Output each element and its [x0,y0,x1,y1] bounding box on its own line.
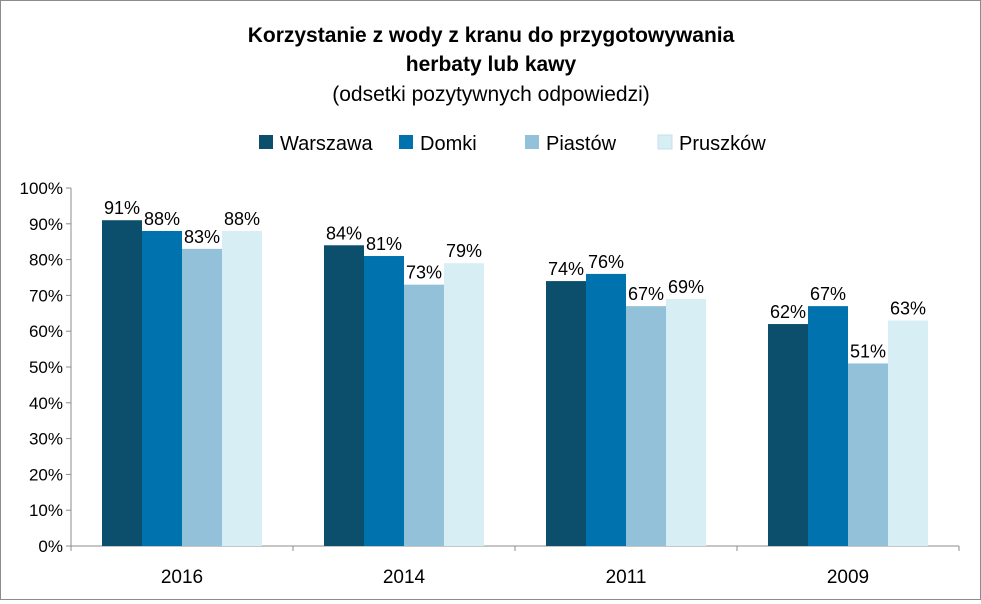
bar-2011-3 [666,298,706,546]
legend-label-1: Domki [420,133,477,155]
y-tick-label-9: 90% [29,215,63,234]
legend-label-0: Warszawa [280,133,373,155]
data-label-2011-1: 76% [588,252,624,272]
y-tick-label-2: 20% [29,465,63,484]
x-tick-label-3: 2009 [827,567,869,588]
x-tick-label-1: 2014 [383,567,426,588]
data-label-2009-2: 51% [850,341,886,361]
data-label-2014-0: 84% [326,223,362,243]
y-tick-label-1: 10% [29,501,63,520]
bar-2011-1 [586,273,626,546]
bar-2014-1 [364,256,404,546]
y-tick-label-6: 60% [29,322,63,341]
bar-2009-3 [888,320,928,546]
data-label-2011-2: 67% [628,284,664,304]
y-tick-label-8: 80% [29,251,63,270]
data-label-2011-3: 69% [668,277,704,297]
bar-2016-0 [102,220,142,546]
data-label-2014-2: 73% [406,263,442,283]
data-label-2016-2: 83% [184,227,220,247]
data-label-2009-1: 67% [810,284,846,304]
data-label-2016-1: 88% [144,209,180,229]
x-axis: 2016 2014 2011 2009 [70,545,960,588]
y-tick-label-5: 50% [29,358,63,377]
y-tick-label-0: 0% [38,537,63,556]
bar-2014-3 [444,263,484,546]
bar-2011-0 [546,281,586,546]
legend-swatch-1 [399,135,413,149]
y-tick-label-10: 100% [20,179,63,198]
chart-title-line-1: Korzystanie z wody z kranu do przygotowy… [248,24,735,47]
bar-2016-3 [222,230,262,546]
y-axis: 0% 10% 20% 30% 40% 50% 60% 70% 80% 90% 100% [20,179,72,556]
x-tick-label-0: 2016 [161,567,203,588]
y-tick-label-3: 30% [29,430,63,449]
y-tick-label-7: 70% [29,286,63,305]
chart-subtitle: (odsetki pozytywnych odpowiedzi) [332,83,649,106]
legend-swatch-3 [657,134,673,150]
legend-swatch-0 [259,135,273,149]
bar-2016-1 [142,230,182,546]
chart-title-line-2: herbaty lub kawy [406,53,577,76]
bar-2009-2 [848,363,888,546]
data-label-2014-1: 81% [366,234,402,254]
bar-2016-2 [182,248,222,547]
legend-swatch-2 [525,135,539,149]
data-label-2016-0: 91% [104,198,140,218]
bar-2011-2 [626,306,666,546]
bar-2009-1 [808,306,848,546]
data-label-2009-0: 62% [770,302,806,322]
x-tick-label-2: 2011 [606,567,647,588]
bars [102,220,928,547]
bar-2014-2 [404,284,444,546]
data-label-2016-3: 88% [224,209,260,229]
bar-2014-0 [324,245,364,546]
legend: Warszawa Domki Piastów Pruszków [259,133,766,155]
legend-label-3: Pruszków [679,133,766,155]
y-tick-label-4: 40% [29,394,63,413]
bar-2009-0 [768,324,808,546]
data-label-2009-3: 63% [890,298,926,318]
data-label-2011-0: 74% [548,259,584,279]
legend-label-2: Piastów [546,133,617,155]
data-label-2014-3: 79% [446,241,482,261]
data-labels: 91%88%83%88%84%81%73%79%74% 76%67% 69%62%6… [104,198,926,361]
